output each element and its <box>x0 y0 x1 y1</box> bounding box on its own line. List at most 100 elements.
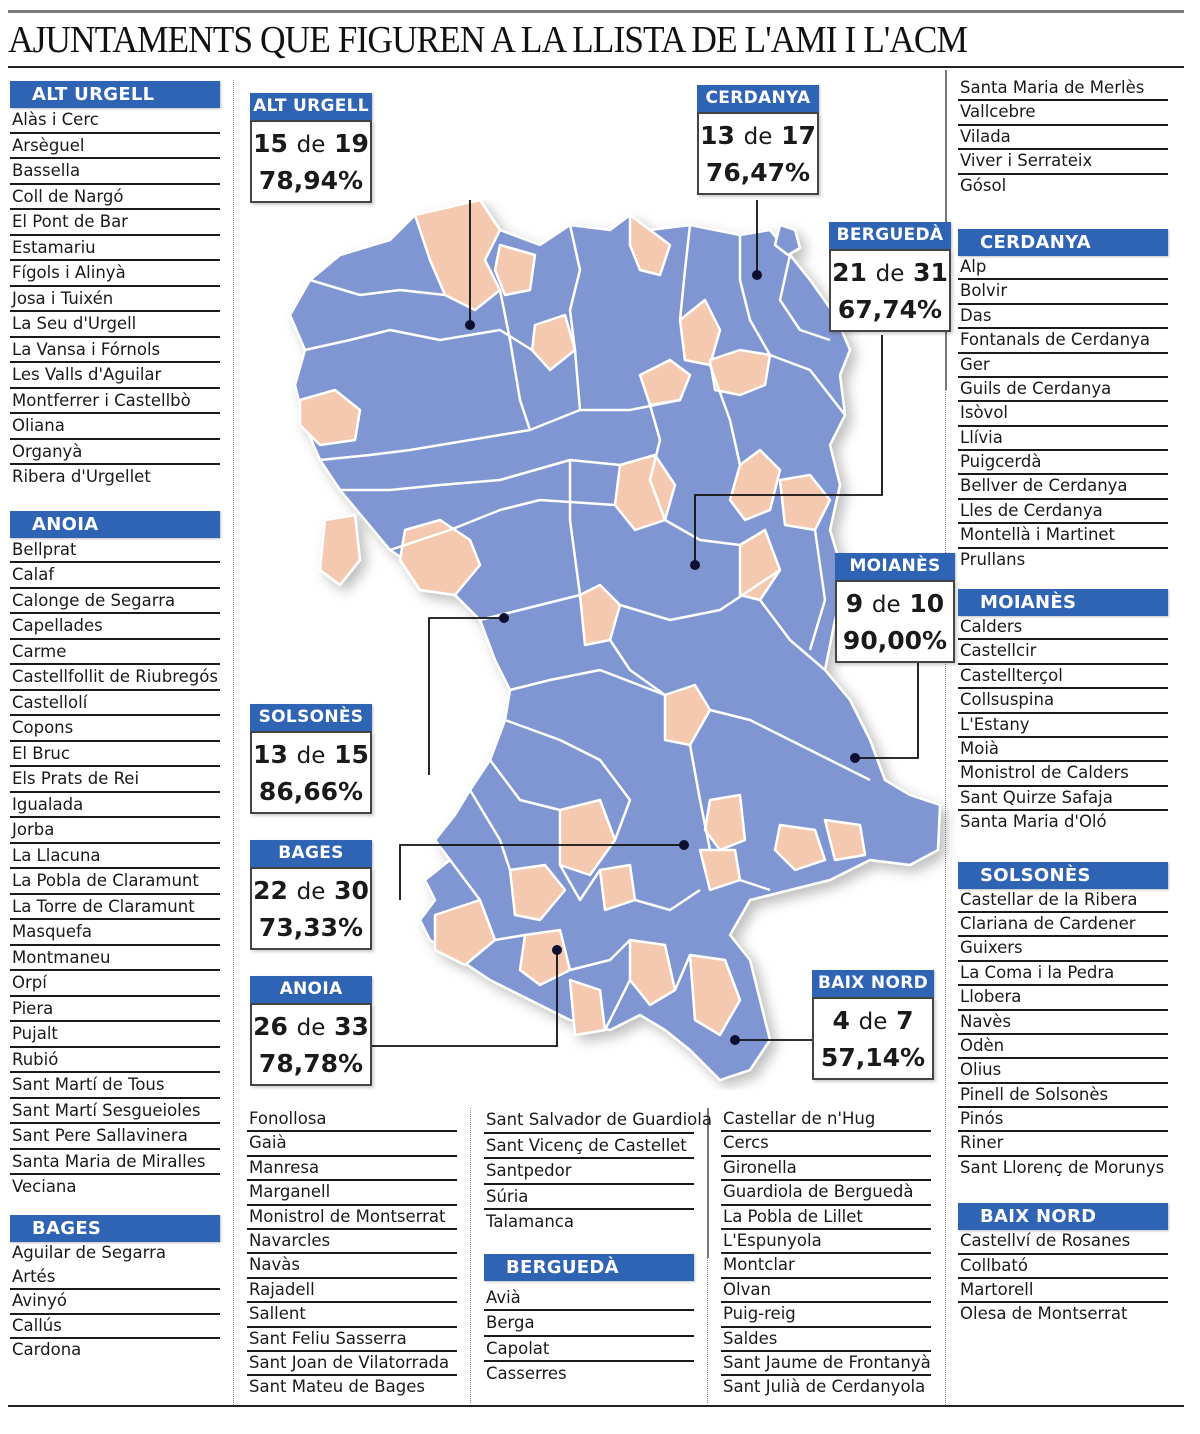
total: 19 <box>334 129 369 158</box>
list-item: Pinós <box>958 1108 1168 1133</box>
region-header-solsones: SOLSONÈS <box>958 861 1168 889</box>
callout-cerdanya: CERDANYA 13 de 17 76,47% <box>697 85 819 195</box>
list-item: Piera <box>10 997 220 1022</box>
list-item: Arsèguel <box>10 134 220 159</box>
list-item: Igualada <box>10 793 220 818</box>
list-item: L'Estany <box>958 714 1168 738</box>
list-item: La Vansa i Fórnols <box>10 338 220 363</box>
percentage: 86,66% <box>258 777 364 806</box>
list-item: Jorba <box>10 818 220 844</box>
region-header-moianes: MOIANÈS <box>958 589 1168 617</box>
percentage: 76,47% <box>705 158 811 187</box>
list-item: Vilada <box>958 126 1168 151</box>
list-item: Olvan <box>721 1279 931 1304</box>
list-item: Avinyó <box>10 1290 220 1315</box>
list-item: Lles de Cerdanya <box>958 500 1168 525</box>
list-item: Llívia <box>958 427 1168 452</box>
list-item: Navès <box>958 1011 1168 1035</box>
cerdanya-list: Alp Bolvir Das Fontanals de Cerdanya Ger… <box>958 256 1168 573</box>
de: de <box>296 1015 326 1041</box>
list-item: Puigcerdà <box>958 451 1168 476</box>
total: 7 <box>896 1006 914 1035</box>
list-item: Masquefa <box>10 920 220 946</box>
bottom-rule <box>8 1405 1184 1407</box>
list-item: Viver i Serrateix <box>958 150 1168 175</box>
list-item: Collsuspina <box>958 689 1168 714</box>
list-item: Ger <box>958 354 1168 378</box>
count: 26 <box>253 1012 288 1041</box>
location-dots <box>465 270 860 1045</box>
bottom-column-2: Fonollosa Gaià Manresa Marganell Monistr… <box>247 1108 457 1401</box>
list-item: Sant Martí de Tous <box>10 1073 220 1099</box>
list-item: Saldes <box>721 1328 931 1352</box>
callout-baix-nord: BAIX NORD 4 de 7 57,14% <box>812 970 934 1080</box>
list-item: Olius <box>958 1059 1168 1084</box>
list-item: Sant Salvador de Guardiola <box>484 1108 712 1134</box>
total: 30 <box>334 876 369 905</box>
list-item: Isòvol <box>958 402 1168 427</box>
total: 10 <box>909 589 945 618</box>
list-item: Montmaneu <box>10 946 220 971</box>
list-item: Santa Maria d'Oló <box>960 812 1107 832</box>
column-divider <box>470 1108 471 1403</box>
list-item: Santpedor <box>484 1159 694 1185</box>
list-item: Puig-reig <box>721 1303 931 1328</box>
list-item: Guixers <box>958 937 1168 962</box>
list-item: Ribera d'Urgellet <box>12 467 151 486</box>
list-item: Castellcir <box>958 640 1168 665</box>
list-item: Sallent <box>247 1303 457 1328</box>
solsones-list: Castellar de la Ribera Clariana de Carde… <box>958 889 1168 1182</box>
list-item: Carme <box>10 640 220 665</box>
list-item: Calders <box>958 616 1168 641</box>
count: 21 <box>832 258 867 287</box>
list-item: Fígols i Alinyà <box>10 261 220 287</box>
list-item: La Pobla de Lillet <box>721 1206 931 1230</box>
list-item: Josa i Tuixén <box>10 287 220 312</box>
list-item: Castellví de Rosanes <box>958 1230 1168 1255</box>
callout-label: CERDANYA <box>697 85 819 112</box>
list-item: L'Espunyola <box>721 1230 931 1255</box>
list-item: Veciana <box>12 1177 77 1196</box>
list-item: Callús <box>10 1315 220 1340</box>
list-item: Sant Martí Sesgueioles <box>10 1099 220 1124</box>
total: 33 <box>334 1012 369 1041</box>
list-item: Cardona <box>12 1340 82 1360</box>
callout-label: ALT URGELL <box>250 93 372 120</box>
list-item: Sant Llorenç de Morunys <box>960 1157 1165 1177</box>
column-divider <box>707 1108 709 1258</box>
percentage: 90,00% <box>842 626 948 655</box>
callout-label: BAGES <box>250 840 372 867</box>
list-item: Oliana <box>10 414 220 440</box>
left-column: ALT URGELL Alàs i Cerc Arsèguel Bassella… <box>10 81 220 1363</box>
list-item: Guardiola de Berguedà <box>721 1181 931 1206</box>
de: de <box>875 261 905 287</box>
list-item: Navarcles <box>247 1230 457 1255</box>
bages-list-col3: Sant Salvador de Guardiola Sant Vicenç d… <box>484 1108 712 1236</box>
list-item: Montellà i Martinet <box>958 524 1168 549</box>
list-item: Estamariu <box>10 236 220 261</box>
list-item: Rubió <box>10 1048 220 1073</box>
right-column: Santa Maria de Merlès Vallcebre Vilada V… <box>958 77 1168 1328</box>
list-item: Calonge de Segarra <box>10 589 220 614</box>
callout-moianes: MOIANÈS 9 de 10 90,00% <box>835 553 955 663</box>
list-item: Sant Vicenç de Castellet <box>484 1134 694 1159</box>
list-item: Alp <box>958 256 1168 281</box>
count: 15 <box>253 129 288 158</box>
list-item: Monistrol de Montserrat <box>247 1206 457 1230</box>
list-item: Coll de Nargó <box>10 185 220 210</box>
callout-label: MOIANÈS <box>835 553 955 580</box>
list-item: Castellolí <box>10 691 220 716</box>
list-item: Les Valls d'Aguilar <box>10 363 220 389</box>
callout-solsones: SOLSONÈS 13 de 15 86,66% <box>250 704 372 814</box>
total: 31 <box>913 258 948 287</box>
de: de <box>296 879 326 905</box>
list-item: Fonollosa <box>247 1108 457 1133</box>
baix-nord-list: Castellví de Rosanes Collbató Martorell … <box>958 1230 1168 1328</box>
list-item: Capellades <box>10 614 220 640</box>
de: de <box>858 1009 888 1035</box>
list-item: Navàs <box>247 1254 457 1279</box>
list-item: Sant Jaume de Frontanyà <box>721 1352 931 1377</box>
count: 4 <box>832 1006 850 1035</box>
list-item: Vallcebre <box>958 101 1168 126</box>
list-item: Collbató <box>958 1255 1168 1280</box>
